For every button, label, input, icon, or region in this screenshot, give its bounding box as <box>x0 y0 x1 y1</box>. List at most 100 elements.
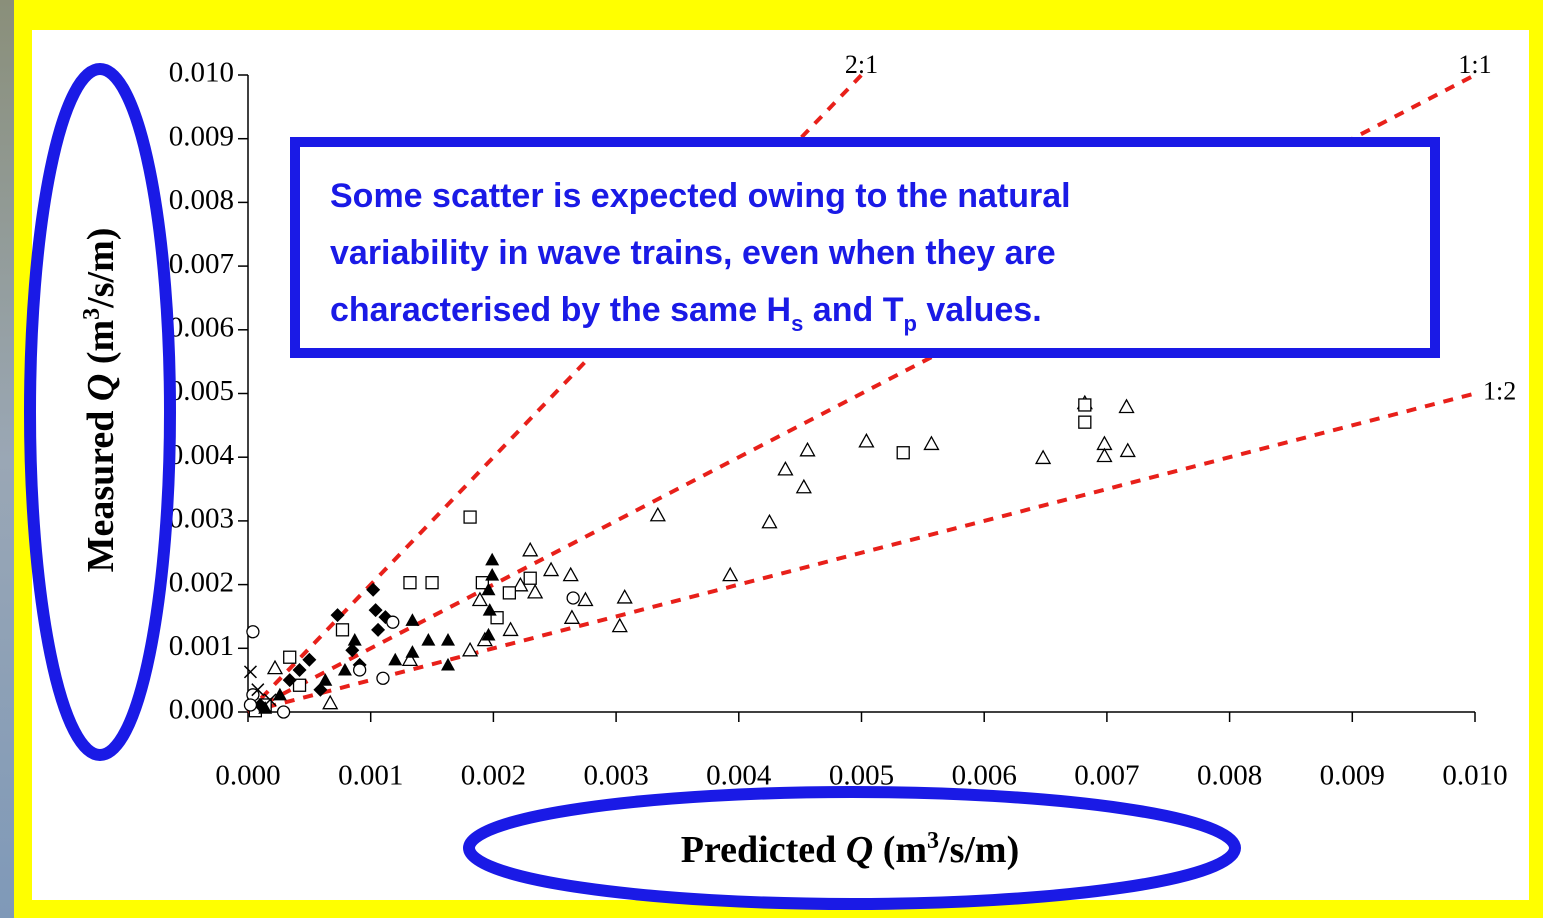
data-point <box>485 552 500 566</box>
y-title-part: 3 <box>79 308 105 320</box>
data-point <box>502 621 519 637</box>
x-axis-title: Predicted Q (m3/s/m) <box>681 828 1019 871</box>
annotation-part: p <box>903 311 916 336</box>
x-title-part: (m <box>873 829 927 871</box>
data-point <box>923 435 940 451</box>
data-point <box>795 478 812 494</box>
data-point <box>322 694 339 710</box>
annotation-part: values. <box>917 291 1042 329</box>
highlight-ellipse <box>463 786 1241 910</box>
x-title-part: Predicted <box>681 829 846 871</box>
reference-line <box>247 391 1476 714</box>
data-point <box>485 568 500 581</box>
data-point <box>251 683 265 697</box>
data-point <box>318 673 333 686</box>
data-point <box>523 571 537 585</box>
data-point <box>292 662 307 677</box>
data-point <box>246 625 260 639</box>
data-point <box>761 513 778 529</box>
data-point <box>386 615 400 629</box>
y-title-part: Q <box>80 374 122 401</box>
y-tick-label: 0.002 <box>169 566 234 598</box>
x-tick-label: 0.000 <box>215 760 280 792</box>
data-point <box>243 698 258 712</box>
data-point <box>566 591 580 605</box>
data-point <box>266 659 284 675</box>
annotation-part: characterised by the same H <box>330 291 791 329</box>
data-point <box>1096 447 1113 463</box>
y-tick-label: 0.007 <box>169 248 234 280</box>
data-point <box>522 541 539 557</box>
y-tick-label: 0.009 <box>169 120 234 152</box>
x-tick-label: 0.006 <box>952 760 1017 792</box>
data-point <box>243 665 257 679</box>
annotation-box <box>290 137 1440 358</box>
highlight-ellipse <box>24 63 176 761</box>
annotation-line: variability in wave trains, even when th… <box>330 234 1056 272</box>
plot-area: 0.000 0.001 0.002 0.003 0.004 0.005 0.006 0.007… <box>169 50 1516 792</box>
y-tick-label: 0.005 <box>169 375 234 407</box>
data-point <box>441 657 456 671</box>
data-point <box>371 622 386 637</box>
data-point <box>337 662 352 676</box>
data-point <box>272 687 287 701</box>
data-point <box>611 617 628 633</box>
data-point <box>401 651 419 667</box>
annotation-line: Some scatter is expected owing to the na… <box>330 177 1071 215</box>
data-point <box>335 623 350 637</box>
annotation-part: s <box>791 311 803 336</box>
data-point <box>475 576 490 590</box>
data-point <box>471 591 489 607</box>
data-point <box>366 582 381 597</box>
data-point <box>353 663 367 677</box>
x-title-part: 3 <box>927 828 939 854</box>
x-tick-label: 0.003 <box>583 760 648 792</box>
y-tick-label: 0.003 <box>169 503 234 535</box>
data-point <box>1119 442 1136 458</box>
data-point <box>722 566 739 582</box>
data-point <box>313 682 328 697</box>
photo-strip <box>0 0 14 918</box>
data-point <box>502 586 517 600</box>
data-point <box>405 645 420 658</box>
data-point <box>441 633 456 646</box>
data-point <box>649 506 666 522</box>
x-tick-label: 0.004 <box>706 760 772 792</box>
data-point <box>858 432 875 448</box>
data-point <box>405 613 420 626</box>
data-point <box>263 693 277 707</box>
reference-line <box>247 73 1476 714</box>
data-point <box>481 582 496 596</box>
data-point <box>425 576 439 590</box>
data-point <box>562 566 579 582</box>
data-point <box>292 678 307 692</box>
y-tick-label: 0.008 <box>169 184 234 216</box>
y-title-part: Measured <box>80 401 122 572</box>
data-point <box>283 650 297 664</box>
data-point <box>481 627 496 641</box>
data-point <box>276 705 291 719</box>
y-tick-label: 0.000 <box>169 694 234 726</box>
data-point <box>302 652 317 667</box>
data-point <box>403 576 417 590</box>
annotation-part: and T <box>803 291 903 329</box>
data-point <box>1118 398 1135 414</box>
data-point <box>542 561 560 577</box>
data-point <box>1078 415 1092 429</box>
reference-line <box>246 73 863 714</box>
data-point <box>345 643 360 658</box>
data-point <box>258 701 273 714</box>
x-tick-label: 0.009 <box>1320 760 1385 792</box>
y-title-part: (m <box>80 320 122 374</box>
data-point <box>347 633 362 646</box>
data-point <box>616 589 633 604</box>
x-tick-label: 0.007 <box>1074 760 1139 792</box>
annotation-line: characterised by the same Hs and Tp valu… <box>330 291 1042 336</box>
y-tick-label: 0.001 <box>169 630 234 662</box>
x-tick-label: 0.002 <box>461 760 526 792</box>
data-point <box>330 608 345 623</box>
reference-label: 2:1 <box>845 50 878 79</box>
reference-label: 1:2 <box>1483 376 1516 405</box>
